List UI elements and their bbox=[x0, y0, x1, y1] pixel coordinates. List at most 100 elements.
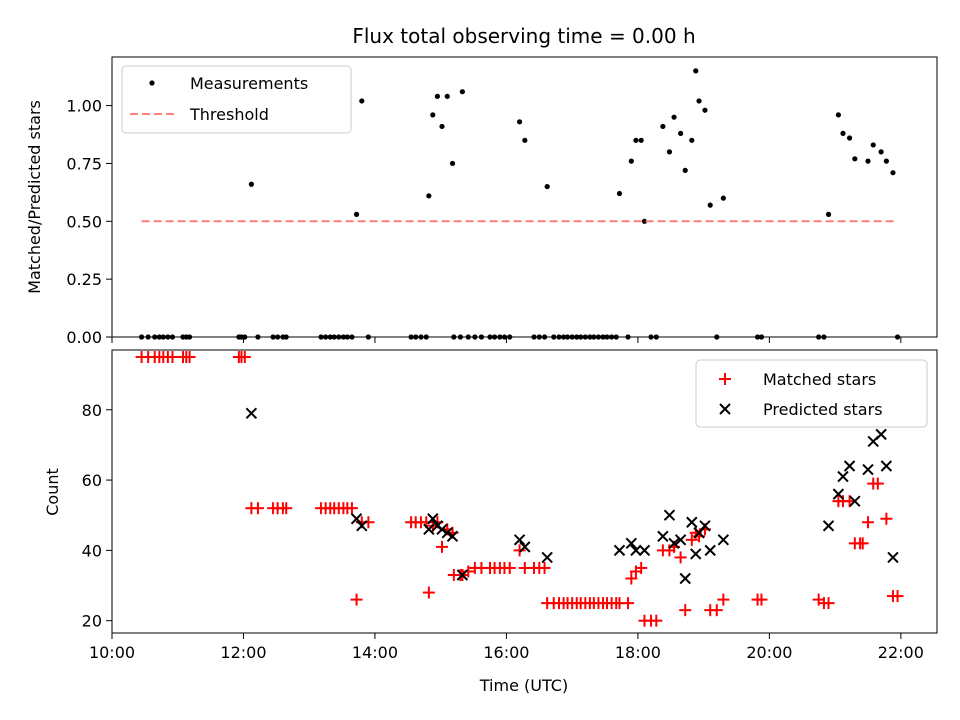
data-point bbox=[426, 193, 432, 199]
data-point bbox=[628, 158, 634, 164]
data-point bbox=[616, 190, 623, 197]
legend-label-measurements: Measurements bbox=[190, 74, 308, 93]
data-point bbox=[513, 544, 526, 557]
data-point bbox=[668, 537, 680, 550]
data-point bbox=[690, 548, 702, 560]
data-point bbox=[840, 130, 846, 136]
data-point bbox=[865, 158, 871, 164]
y-tick-label: 40 bbox=[82, 541, 102, 560]
data-point bbox=[245, 407, 258, 419]
data-point bbox=[430, 112, 436, 118]
top-legend-box bbox=[121, 65, 352, 134]
data-point bbox=[825, 211, 832, 217]
y-tick-label: 0.00 bbox=[66, 328, 102, 347]
data-point bbox=[444, 93, 450, 99]
data-point bbox=[350, 513, 363, 525]
data-point bbox=[678, 130, 684, 136]
data-point bbox=[166, 351, 179, 364]
top-plot-frame bbox=[111, 56, 938, 338]
top-x-ticks bbox=[111, 337, 902, 343]
data-point bbox=[622, 597, 635, 610]
y-tick-label: 60 bbox=[82, 471, 102, 490]
data-point bbox=[832, 488, 845, 500]
data-point bbox=[522, 137, 528, 143]
top-panel: 0.00 0.25 0.50 0.75 1.00 Matched/Predicted s… bbox=[25, 56, 938, 347]
data-point bbox=[856, 537, 869, 550]
data-point bbox=[693, 68, 699, 74]
data-point bbox=[641, 218, 648, 224]
data-point bbox=[625, 537, 638, 550]
data-point bbox=[682, 167, 688, 173]
data-point bbox=[439, 123, 445, 130]
data-point bbox=[871, 477, 884, 490]
data-point bbox=[852, 156, 858, 162]
data-point bbox=[635, 561, 648, 574]
data-point bbox=[663, 509, 676, 521]
data-point bbox=[657, 530, 669, 543]
data-point bbox=[633, 137, 639, 143]
data-point bbox=[702, 107, 708, 113]
data-point bbox=[238, 351, 251, 364]
legend-label-threshold: Threshold bbox=[189, 105, 269, 124]
bottom-y-axis-label: Count bbox=[43, 468, 62, 516]
data-point bbox=[707, 202, 713, 208]
data-point bbox=[280, 502, 293, 515]
data-point bbox=[650, 614, 663, 627]
data-point bbox=[359, 98, 365, 104]
data-point bbox=[843, 460, 856, 472]
data-point bbox=[849, 495, 861, 507]
bottom-series bbox=[135, 351, 904, 627]
data-point bbox=[755, 593, 768, 606]
data-point bbox=[516, 119, 523, 125]
bottom-legend-box bbox=[695, 359, 928, 428]
y-tick-label: 0.50 bbox=[66, 212, 102, 231]
data-point bbox=[462, 565, 475, 578]
data-point bbox=[880, 460, 893, 472]
bottom-legend: Matched stars Predicted stars bbox=[695, 359, 928, 428]
bottom-y-ticks: 20 40 60 80 bbox=[82, 401, 112, 631]
x-tick-label: 18:00 bbox=[615, 643, 661, 662]
data-point bbox=[449, 160, 456, 167]
y-tick-label: 20 bbox=[82, 612, 102, 631]
data-point bbox=[638, 544, 651, 557]
data-point bbox=[356, 520, 368, 532]
data-point bbox=[666, 149, 673, 155]
data-point bbox=[891, 590, 904, 603]
data-point bbox=[345, 502, 358, 515]
series-predicted-stars bbox=[245, 407, 899, 585]
data-point bbox=[541, 551, 553, 564]
data-point bbox=[717, 593, 730, 606]
data-point bbox=[679, 572, 691, 585]
data-point bbox=[837, 470, 849, 483]
bottom-panel: 20 40 60 80 10:00 12:00 14:00 16:00 18:00 20:00 2… bbox=[43, 349, 938, 695]
data-point bbox=[685, 533, 698, 546]
data-point bbox=[875, 428, 887, 441]
x-tick-label: 16:00 bbox=[483, 643, 529, 662]
data-point bbox=[696, 98, 702, 104]
data-point bbox=[862, 463, 874, 476]
data-point bbox=[720, 195, 726, 201]
data-point bbox=[538, 561, 551, 574]
y-tick-label: 80 bbox=[82, 401, 102, 420]
data-point bbox=[870, 142, 876, 148]
legend-marker-matched bbox=[719, 373, 731, 385]
data-point bbox=[446, 530, 459, 543]
bottom-x-ticks: 10:00 12:00 14:00 16:00 18:00 20:00 22:00 bbox=[89, 633, 924, 662]
data-point bbox=[183, 351, 196, 364]
data-point bbox=[890, 170, 896, 176]
data-point bbox=[513, 534, 526, 546]
legend-marker-predicted bbox=[719, 403, 731, 415]
data-point bbox=[679, 604, 692, 617]
legend-marker-measurements bbox=[149, 80, 155, 86]
data-point bbox=[717, 534, 730, 546]
data-point bbox=[887, 551, 899, 564]
x-tick-label: 12:00 bbox=[220, 643, 266, 662]
x-axis-label: Time (UTC) bbox=[479, 676, 568, 695]
data-point bbox=[822, 520, 835, 532]
data-point bbox=[422, 586, 435, 599]
data-point bbox=[625, 572, 638, 585]
data-point bbox=[835, 112, 841, 118]
top-legend: Measurements Threshold bbox=[121, 65, 352, 134]
y-tick-label: 0.25 bbox=[66, 270, 102, 289]
data-point bbox=[436, 523, 448, 535]
